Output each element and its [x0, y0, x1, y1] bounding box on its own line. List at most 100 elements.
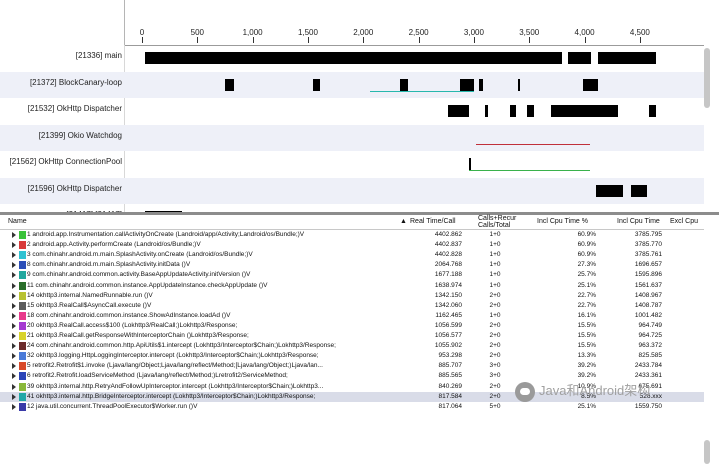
thread-activity-bar[interactable]: [479, 78, 483, 91]
thread-row[interactable]: [21596] OkHttp Dispatcher: [0, 177, 704, 204]
call-span-line[interactable]: [369, 90, 474, 92]
calls-recur: 2+0: [489, 301, 501, 309]
method-row[interactable]: 15 okhttp3.RealCall$AsyncCall.execute ()…: [0, 301, 704, 311]
method-row[interactable]: 5 retrofit2.Retrofit$1.invoke (Ljava/lan…: [0, 361, 704, 371]
method-row[interactable]: 21 okhttp3.RealCall.getResponseWithInter…: [0, 331, 704, 341]
thread-activity-bar[interactable]: [510, 105, 516, 117]
thread-activity-bar[interactable]: [518, 78, 521, 91]
real-time-per-call: 817.064: [438, 402, 463, 410]
method-row[interactable]: 6 retrofit2.Retrofit.loadServiceMethod (…: [0, 371, 704, 381]
thread-activity-bar[interactable]: [145, 52, 563, 64]
thread-row[interactable]: [21372] BlockCanary-loop: [0, 71, 704, 98]
column-real-time-per-call[interactable]: Real Time/Call: [410, 218, 456, 225]
expand-triangle-icon[interactable]: [12, 292, 16, 299]
method-row[interactable]: 39 okhttp3.internal.http.RetryAndFollowU…: [0, 382, 704, 392]
ruler-tick: [418, 37, 420, 43]
expand-triangle-icon[interactable]: [12, 252, 16, 259]
column-incl-cpu-pct[interactable]: Incl Cpu Time %: [537, 218, 588, 225]
expand-triangle-icon[interactable]: [12, 403, 16, 410]
thread-activity-bar[interactable]: [595, 184, 624, 197]
thread-label: [21399] Okio Watchdog: [38, 130, 122, 140]
thread-activity-bar[interactable]: [597, 52, 657, 64]
table-scrollbar[interactable]: [704, 440, 710, 464]
thread-activity-bar[interactable]: [399, 78, 408, 91]
incl-cpu-pct: 25.1%: [577, 281, 596, 289]
call-span-line[interactable]: [476, 143, 591, 145]
method-row[interactable]: 32 okhttp3.logging.HttpLoggingIntercepto…: [0, 351, 704, 361]
method-name: 6 retrofit2.Retrofit.loadServiceMethod (…: [27, 372, 288, 380]
real-time-per-call: 1638.974: [434, 281, 462, 289]
method-row[interactable]: 8 com.chinahr.android.m.main.SplashActiv…: [0, 260, 704, 270]
method-row[interactable]: 18 com.chinahr.android.common.instance.S…: [0, 311, 704, 321]
incl-cpu-time: 1559.750: [634, 402, 662, 410]
method-name: 41 okhttp3.internal.http.BridgeIntercept…: [27, 392, 316, 400]
method-name: 21 okhttp3.RealCall.getResponseWithInter…: [27, 332, 249, 339]
thread-row[interactable]: [21336] main: [0, 45, 704, 71]
expand-triangle-icon[interactable]: [12, 262, 16, 269]
call-span-line[interactable]: [469, 170, 591, 171]
incl-cpu-time: 1408.967: [634, 291, 662, 299]
incl-cpu-pct: 27.3%: [577, 261, 596, 269]
method-row[interactable]: 41 okhttp3.internal.http.BridgeIntercept…: [0, 391, 704, 402]
thread-activity-bar[interactable]: [469, 158, 471, 170]
expand-triangle-icon[interactable]: [12, 393, 16, 400]
method-row[interactable]: 3 com.chinahr.android.m.main.SplashActiv…: [0, 250, 704, 260]
method-row[interactable]: 12 java.util.concurrent.ThreadPoolExecut…: [0, 402, 704, 412]
method-row[interactable]: 2 android.app.Activity.performCreate (La…: [0, 240, 704, 250]
method-row[interactable]: 9 com.chinahr.android.common.activity.Ba…: [0, 270, 704, 280]
expand-triangle-icon[interactable]: [12, 282, 16, 289]
column-excl-cpu[interactable]: Excl Cpu: [670, 218, 699, 225]
calls-recur: 5+0: [489, 402, 501, 410]
expand-triangle-icon[interactable]: [12, 312, 16, 319]
method-row[interactable]: 1 android.app.Instrumentation.callActivi…: [0, 230, 704, 240]
thread-activity-bar[interactable]: [484, 105, 489, 117]
thread-activity-bar[interactable]: [551, 105, 618, 117]
method-row[interactable]: 20 okhttp3.RealCall.access$100 (Lokhttp3…: [0, 321, 704, 331]
calls-recur: 2+0: [489, 392, 501, 400]
thread-row[interactable]: [21562] OkHttp ConnectionPool: [0, 151, 704, 177]
expand-triangle-icon[interactable]: [12, 272, 16, 279]
method-row[interactable]: 11 com.chinahr.android.common.instance.A…: [0, 281, 704, 291]
column-calls[interactable]: Calls+Recur Calls/Total: [478, 215, 516, 229]
thread-activity-bar[interactable]: [448, 105, 470, 117]
method-row[interactable]: 24 com.chinahr.android.common.http.ApiUt…: [0, 341, 704, 351]
method-name: 8 com.chinahr.android.m.main.SplashActiv…: [27, 261, 191, 269]
expand-triangle-icon[interactable]: [12, 322, 16, 329]
method-name: 9 com.chinahr.android.common.activity.Ba…: [27, 271, 251, 279]
thread-row[interactable]: [21399] Okio Watchdog: [0, 124, 704, 151]
expand-triangle-icon[interactable]: [12, 373, 16, 380]
thread-activity-bar[interactable]: [631, 184, 647, 197]
thread-activity-bar[interactable]: [313, 78, 321, 91]
thread-row[interactable]: [21532] OkHttp Dispatcher: [0, 98, 704, 124]
expand-triangle-icon[interactable]: [12, 383, 16, 390]
expand-triangle-icon[interactable]: [12, 353, 16, 360]
column-name[interactable]: Name: [8, 218, 27, 225]
expand-triangle-icon[interactable]: [12, 333, 16, 339]
expand-triangle-icon[interactable]: [12, 363, 16, 370]
thread-activity-bar[interactable]: [459, 78, 474, 91]
method-name: 12 java.util.concurrent.ThreadPoolExecut…: [27, 402, 198, 410]
method-color-swatch: [19, 311, 26, 320]
real-time-per-call: 4402.837: [434, 241, 462, 249]
calls-recur: 2+0: [489, 342, 501, 350]
incl-cpu-time: 1696.657: [634, 261, 662, 269]
timeline-scrollbar[interactable]: [704, 48, 710, 108]
thread-activity-bar[interactable]: [648, 105, 657, 117]
incl-cpu-time: 2433.784: [634, 362, 662, 370]
method-profile-panel: Name ▲ Real Time/Call Calls+Recur Calls/…: [0, 212, 719, 464]
thread-activity-bar[interactable]: [527, 105, 534, 117]
expand-triangle-icon[interactable]: [12, 302, 16, 309]
ruler-tick-label: 1,500: [297, 28, 318, 37]
thread-activity-bar[interactable]: [583, 78, 598, 91]
column-incl-cpu-time[interactable]: Incl Cpu Time: [617, 218, 660, 225]
thread-label: [21562] OkHttp ConnectionPool: [9, 157, 122, 166]
thread-activity-bar[interactable]: [567, 52, 592, 64]
thread-activity-bar[interactable]: [224, 78, 234, 91]
expand-triangle-icon[interactable]: [12, 232, 16, 238]
method-name: 1 android.app.Instrumentation.callActivi…: [27, 231, 305, 238]
method-row[interactable]: 14 okhttp3.internal.NamedRunnable.run ()…: [0, 291, 704, 301]
calls-recur: 2+0: [489, 382, 501, 390]
expand-triangle-icon[interactable]: [12, 242, 16, 249]
real-time-per-call: 885.565: [438, 372, 463, 380]
expand-triangle-icon[interactable]: [12, 343, 16, 350]
